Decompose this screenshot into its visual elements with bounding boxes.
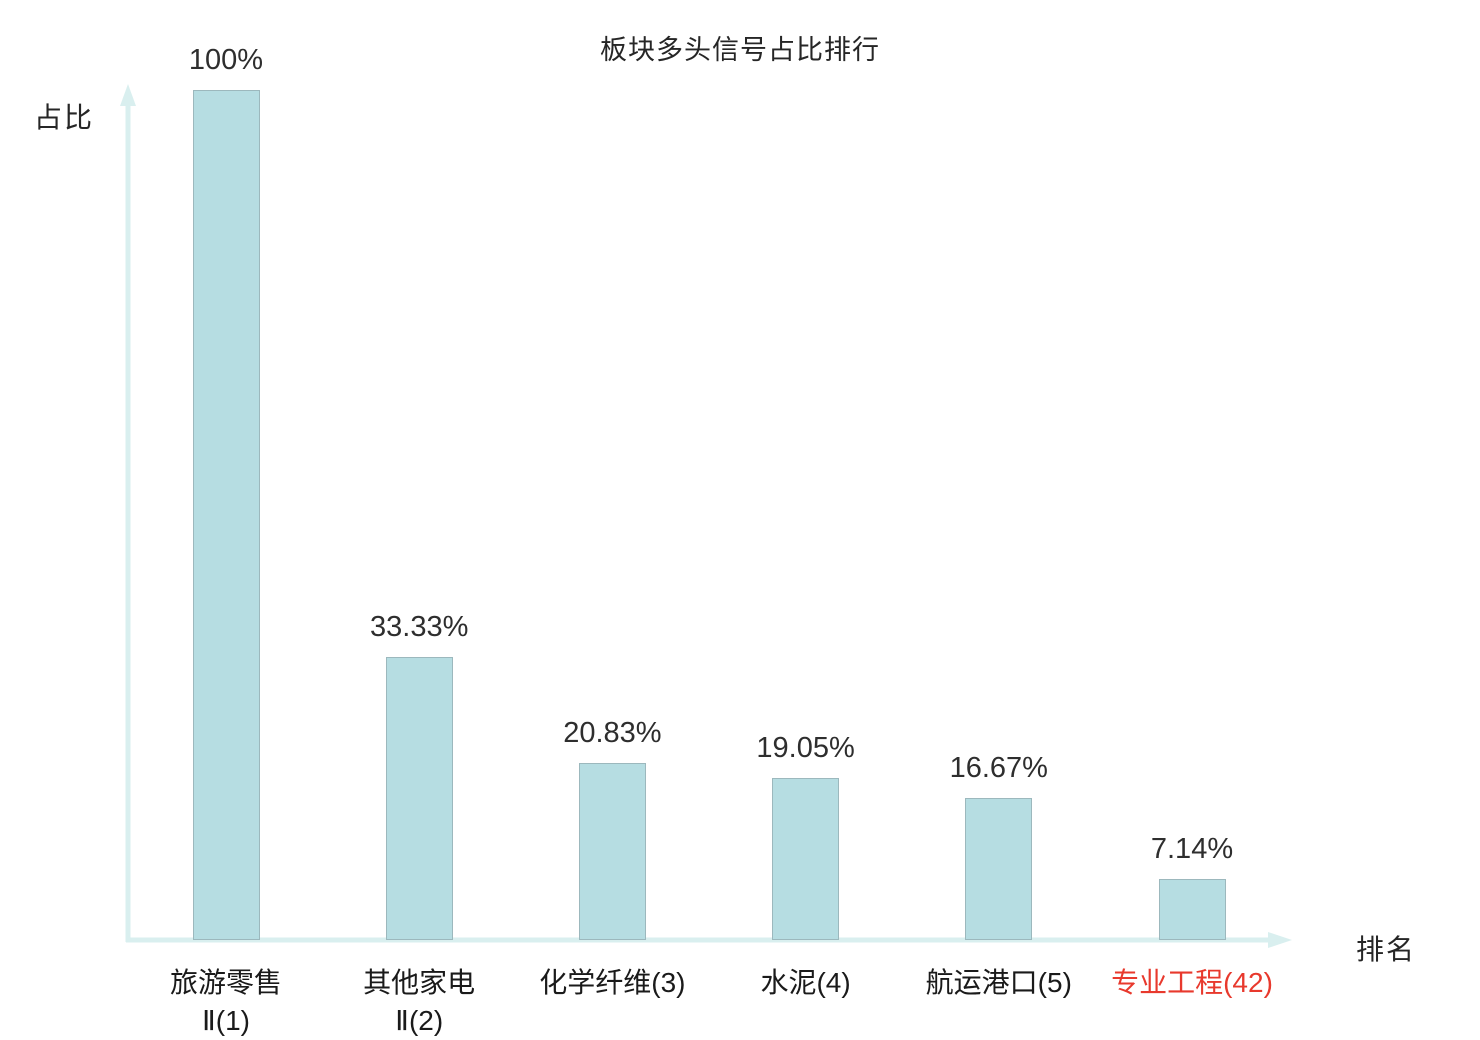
- bar: [385, 656, 453, 940]
- y-axis-label: 占比: [34, 102, 95, 133]
- bar-category-label-line: 航运港口(5): [925, 967, 1072, 998]
- bar-category-label: 旅游零售 Ⅱ(1): [76, 964, 376, 1040]
- bar-category-label: 化学纤维(3): [462, 964, 762, 1002]
- bar-value-label: 20.83%: [563, 716, 662, 749]
- bar-category-label-line: Ⅱ(2): [395, 1005, 444, 1036]
- bar-value-label: 7.14%: [1150, 833, 1234, 866]
- bar-value-label: 33.33%: [370, 610, 469, 643]
- bar-category-label-line: 其他家电: [363, 967, 476, 998]
- bar-category-label: 航运港口(5): [849, 964, 1149, 1002]
- bar-category-label-line: 专业工程(42): [1111, 967, 1273, 998]
- chart-title: 板块多头信号占比排行: [600, 35, 880, 65]
- bar-category-label: 其他家电 Ⅱ(2): [269, 964, 569, 1040]
- bar-category-label-line: 水泥(4): [760, 967, 851, 998]
- bar: [578, 762, 646, 940]
- bar-value-label: 100%: [188, 44, 264, 76]
- bar: [192, 90, 260, 940]
- bar-value-label: 19.05%: [756, 732, 855, 765]
- y-axis-arrow-icon: [120, 84, 136, 106]
- bar-category-label-line: 化学纤维(3): [539, 967, 686, 998]
- x-axis-arrow-icon: [1268, 932, 1292, 948]
- bar-value-label: 16.67%: [949, 752, 1048, 785]
- bar-category-label-line: Ⅱ(1): [201, 1005, 250, 1036]
- bar: [772, 778, 840, 940]
- bar-category-label: 专业工程(42): [1042, 964, 1342, 1002]
- bar-category-label: 水泥(4): [656, 964, 956, 1002]
- bar: [1158, 879, 1226, 940]
- x-axis-label: 排名: [1356, 934, 1417, 965]
- bar-category-label-line: 旅游零售: [169, 967, 282, 998]
- bar: [965, 798, 1033, 940]
